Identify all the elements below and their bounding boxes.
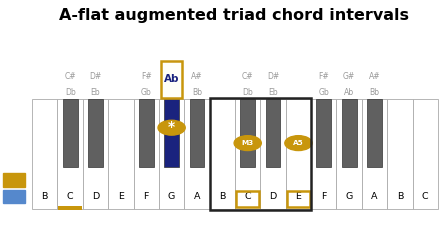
Text: A5: A5	[293, 140, 304, 146]
Bar	[286, 99, 311, 209]
Bar	[59, 206, 82, 210]
Text: Db: Db	[65, 88, 76, 97]
Text: Bb: Bb	[192, 88, 202, 97]
Bar	[266, 99, 280, 167]
Bar	[3, 190, 25, 202]
Text: C#: C#	[64, 72, 76, 81]
Text: G: G	[345, 192, 353, 201]
Bar	[159, 99, 184, 209]
Text: F#: F#	[141, 72, 152, 81]
Bar	[134, 99, 159, 209]
Bar	[58, 99, 83, 209]
Text: C: C	[422, 192, 429, 201]
Bar	[316, 99, 331, 167]
Bar	[210, 98, 311, 210]
Bar	[342, 99, 356, 167]
Bar	[63, 99, 77, 167]
Bar	[311, 99, 337, 209]
Text: M3: M3	[242, 140, 254, 146]
Text: F#: F#	[319, 72, 329, 81]
Text: G: G	[168, 192, 175, 201]
Bar	[236, 191, 259, 207]
Circle shape	[234, 136, 261, 151]
Bar	[139, 99, 154, 167]
Bar	[32, 99, 58, 209]
Circle shape	[285, 136, 312, 151]
Text: *: *	[168, 120, 175, 134]
Text: E: E	[296, 192, 301, 201]
Text: A#: A#	[369, 72, 380, 81]
Bar	[184, 99, 210, 209]
Text: Db: Db	[242, 88, 253, 97]
Bar	[362, 99, 387, 209]
Text: Eb: Eb	[91, 88, 100, 97]
Bar	[108, 99, 134, 209]
Text: B: B	[397, 192, 403, 201]
Text: F: F	[321, 192, 326, 201]
Text: D: D	[92, 192, 99, 201]
FancyBboxPatch shape	[161, 61, 182, 98]
Text: G#: G#	[343, 72, 355, 81]
Text: basicmusictheory.com: basicmusictheory.com	[11, 75, 17, 141]
Bar	[210, 99, 235, 209]
Text: Gb: Gb	[141, 88, 152, 97]
Bar	[83, 99, 108, 209]
Text: F: F	[143, 192, 149, 201]
Text: B: B	[219, 192, 226, 201]
Text: B: B	[42, 192, 48, 201]
Bar	[367, 99, 382, 167]
Bar	[240, 99, 255, 167]
Circle shape	[158, 120, 185, 135]
Bar	[413, 99, 438, 209]
Text: A: A	[194, 192, 200, 201]
Text: D: D	[269, 192, 277, 201]
Text: A: A	[371, 192, 378, 201]
Bar	[164, 99, 179, 167]
Bar	[260, 99, 286, 209]
Bar	[337, 99, 362, 209]
Text: D#: D#	[89, 72, 102, 81]
Text: Bb: Bb	[370, 88, 380, 97]
Text: Ab: Ab	[344, 88, 354, 97]
Bar	[287, 191, 310, 207]
Text: C: C	[244, 192, 251, 201]
Text: D#: D#	[267, 72, 279, 81]
Bar	[235, 99, 260, 209]
Bar	[387, 99, 413, 209]
Text: E: E	[118, 192, 124, 201]
Text: C#: C#	[242, 72, 253, 81]
Text: Gb: Gb	[319, 88, 329, 97]
Text: Eb: Eb	[268, 88, 278, 97]
Bar	[88, 99, 103, 167]
Text: C: C	[67, 192, 73, 201]
Text: Ab: Ab	[164, 74, 180, 84]
Bar	[190, 99, 204, 167]
Text: A#: A#	[191, 72, 203, 81]
Bar	[3, 173, 25, 187]
Text: A-flat augmented triad chord intervals: A-flat augmented triad chord intervals	[59, 8, 409, 23]
